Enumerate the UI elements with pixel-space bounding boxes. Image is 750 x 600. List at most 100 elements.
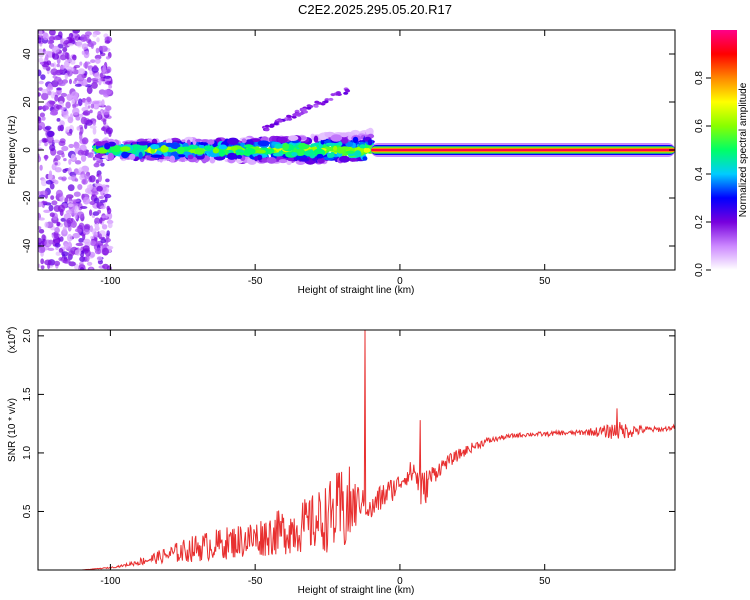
signal-blob [365,128,371,135]
noise-speckle [93,65,98,71]
noise-speckle [95,47,100,54]
snr-frame [37,329,676,571]
snr-x-axis: -100 -50 0 50 [100,330,551,587]
carrier-line-band [371,149,675,151]
noise-speckle [92,100,100,105]
noise-speckle [96,256,103,262]
signal-blob [362,147,371,153]
noise-speckle [57,204,65,213]
branch-blob [287,117,293,121]
noise-speckle [74,160,82,165]
noise-speckle [106,205,110,211]
noise-speckle [67,234,73,242]
spectrogram-panel: -100 -50 0 50 -40 -20 0 20 40 Height of straigh… [7,29,676,296]
spectrogram-heatmap [38,30,675,270]
snr-y-axis: 0.5 1.0 1.5 2.0 [22,328,675,518]
noise-speckle [79,133,83,141]
spectrogram-x-label: Height of straight line (km) [298,285,415,296]
signal-blob [176,146,185,155]
signal-blob [266,157,277,164]
noise-speckle [72,54,77,61]
branch-blob [273,122,279,126]
spectrogram-y-tick-label: 20 [22,96,33,108]
noise-speckle [83,229,90,235]
branch-blob [343,91,349,95]
noise-speckle [72,232,80,239]
noise-speckle [38,92,41,97]
noise-speckle [82,196,91,205]
spectrogram-y-axis: -40 -20 0 20 40 [22,48,675,253]
signal-blob [110,145,122,153]
noise-speckle [52,53,60,60]
noise-speckle [101,99,105,107]
noise-speckle [73,141,78,147]
branch-blob [323,100,329,104]
noise-speckle [38,217,45,221]
noise-speckle [83,62,89,69]
noise-speckle [93,231,99,238]
noise-speckle [61,145,69,152]
noise-speckle [89,175,96,183]
noise-speckle [54,154,61,161]
branch-blob [336,92,341,96]
noise-speckle [56,63,60,68]
noise-speckle [53,260,61,266]
noise-speckle [72,103,79,107]
noise-speckle [43,50,52,55]
noise-speckle [76,73,85,82]
noise-speckle [74,178,79,182]
noise-speckle [66,194,74,199]
signal-blob [163,156,172,160]
noise-speckle [49,110,58,116]
colorbar-ticks: 0.0 0.2 0.4 0.6 0.8 [694,71,711,277]
signal-blob [267,148,275,154]
signal-blob [254,156,259,162]
chart-title: C2E2.2025.295.05.20.R17 [298,2,452,17]
signal-blob [187,154,194,160]
signal-blob [104,142,111,150]
noise-speckle [59,197,64,202]
noise-speckle [55,251,61,256]
noise-speckle [84,123,88,130]
noise-speckle [85,119,93,126]
noise-speckle [38,87,43,91]
branch-blob [269,123,275,127]
signal-blob [138,151,143,160]
noise-speckle [38,107,42,111]
spectrogram-x-tick-label: 0 [397,276,403,287]
noise-speckle [95,160,100,165]
noise-speckle [100,162,105,167]
noise-speckle [103,193,112,199]
noise-speckle [38,226,42,230]
signal-blob [130,144,142,151]
noise-speckle [54,76,62,83]
noise-speckle [40,258,45,265]
noise-speckle [38,116,42,124]
noise-speckle [64,60,70,68]
noise-speckle [48,170,53,177]
signal-blob [236,152,244,156]
signal-blob [256,154,263,161]
noise-speckle [41,116,46,121]
signal-blob [313,135,319,143]
signal-blob [209,156,216,164]
branch-blob [301,108,307,112]
noise-speckle [53,139,60,144]
noise-speckle [40,190,48,196]
noise-speckle [92,33,97,38]
noise-speckle [90,240,97,246]
noise-speckle [99,45,108,52]
noise-speckle [44,154,48,161]
noise-speckle [81,43,89,50]
branch-blob [313,104,319,108]
noise-speckle [69,37,75,42]
noise-speckle [59,236,64,242]
noise-speckle [61,176,67,181]
noise-speckle [77,68,86,75]
noise-speckle [94,217,101,225]
noise-speckle [75,242,84,247]
noise-speckle [65,101,71,109]
noise-speckle [59,124,64,132]
noise-speckle [105,56,111,60]
noise-speckle [71,91,79,99]
